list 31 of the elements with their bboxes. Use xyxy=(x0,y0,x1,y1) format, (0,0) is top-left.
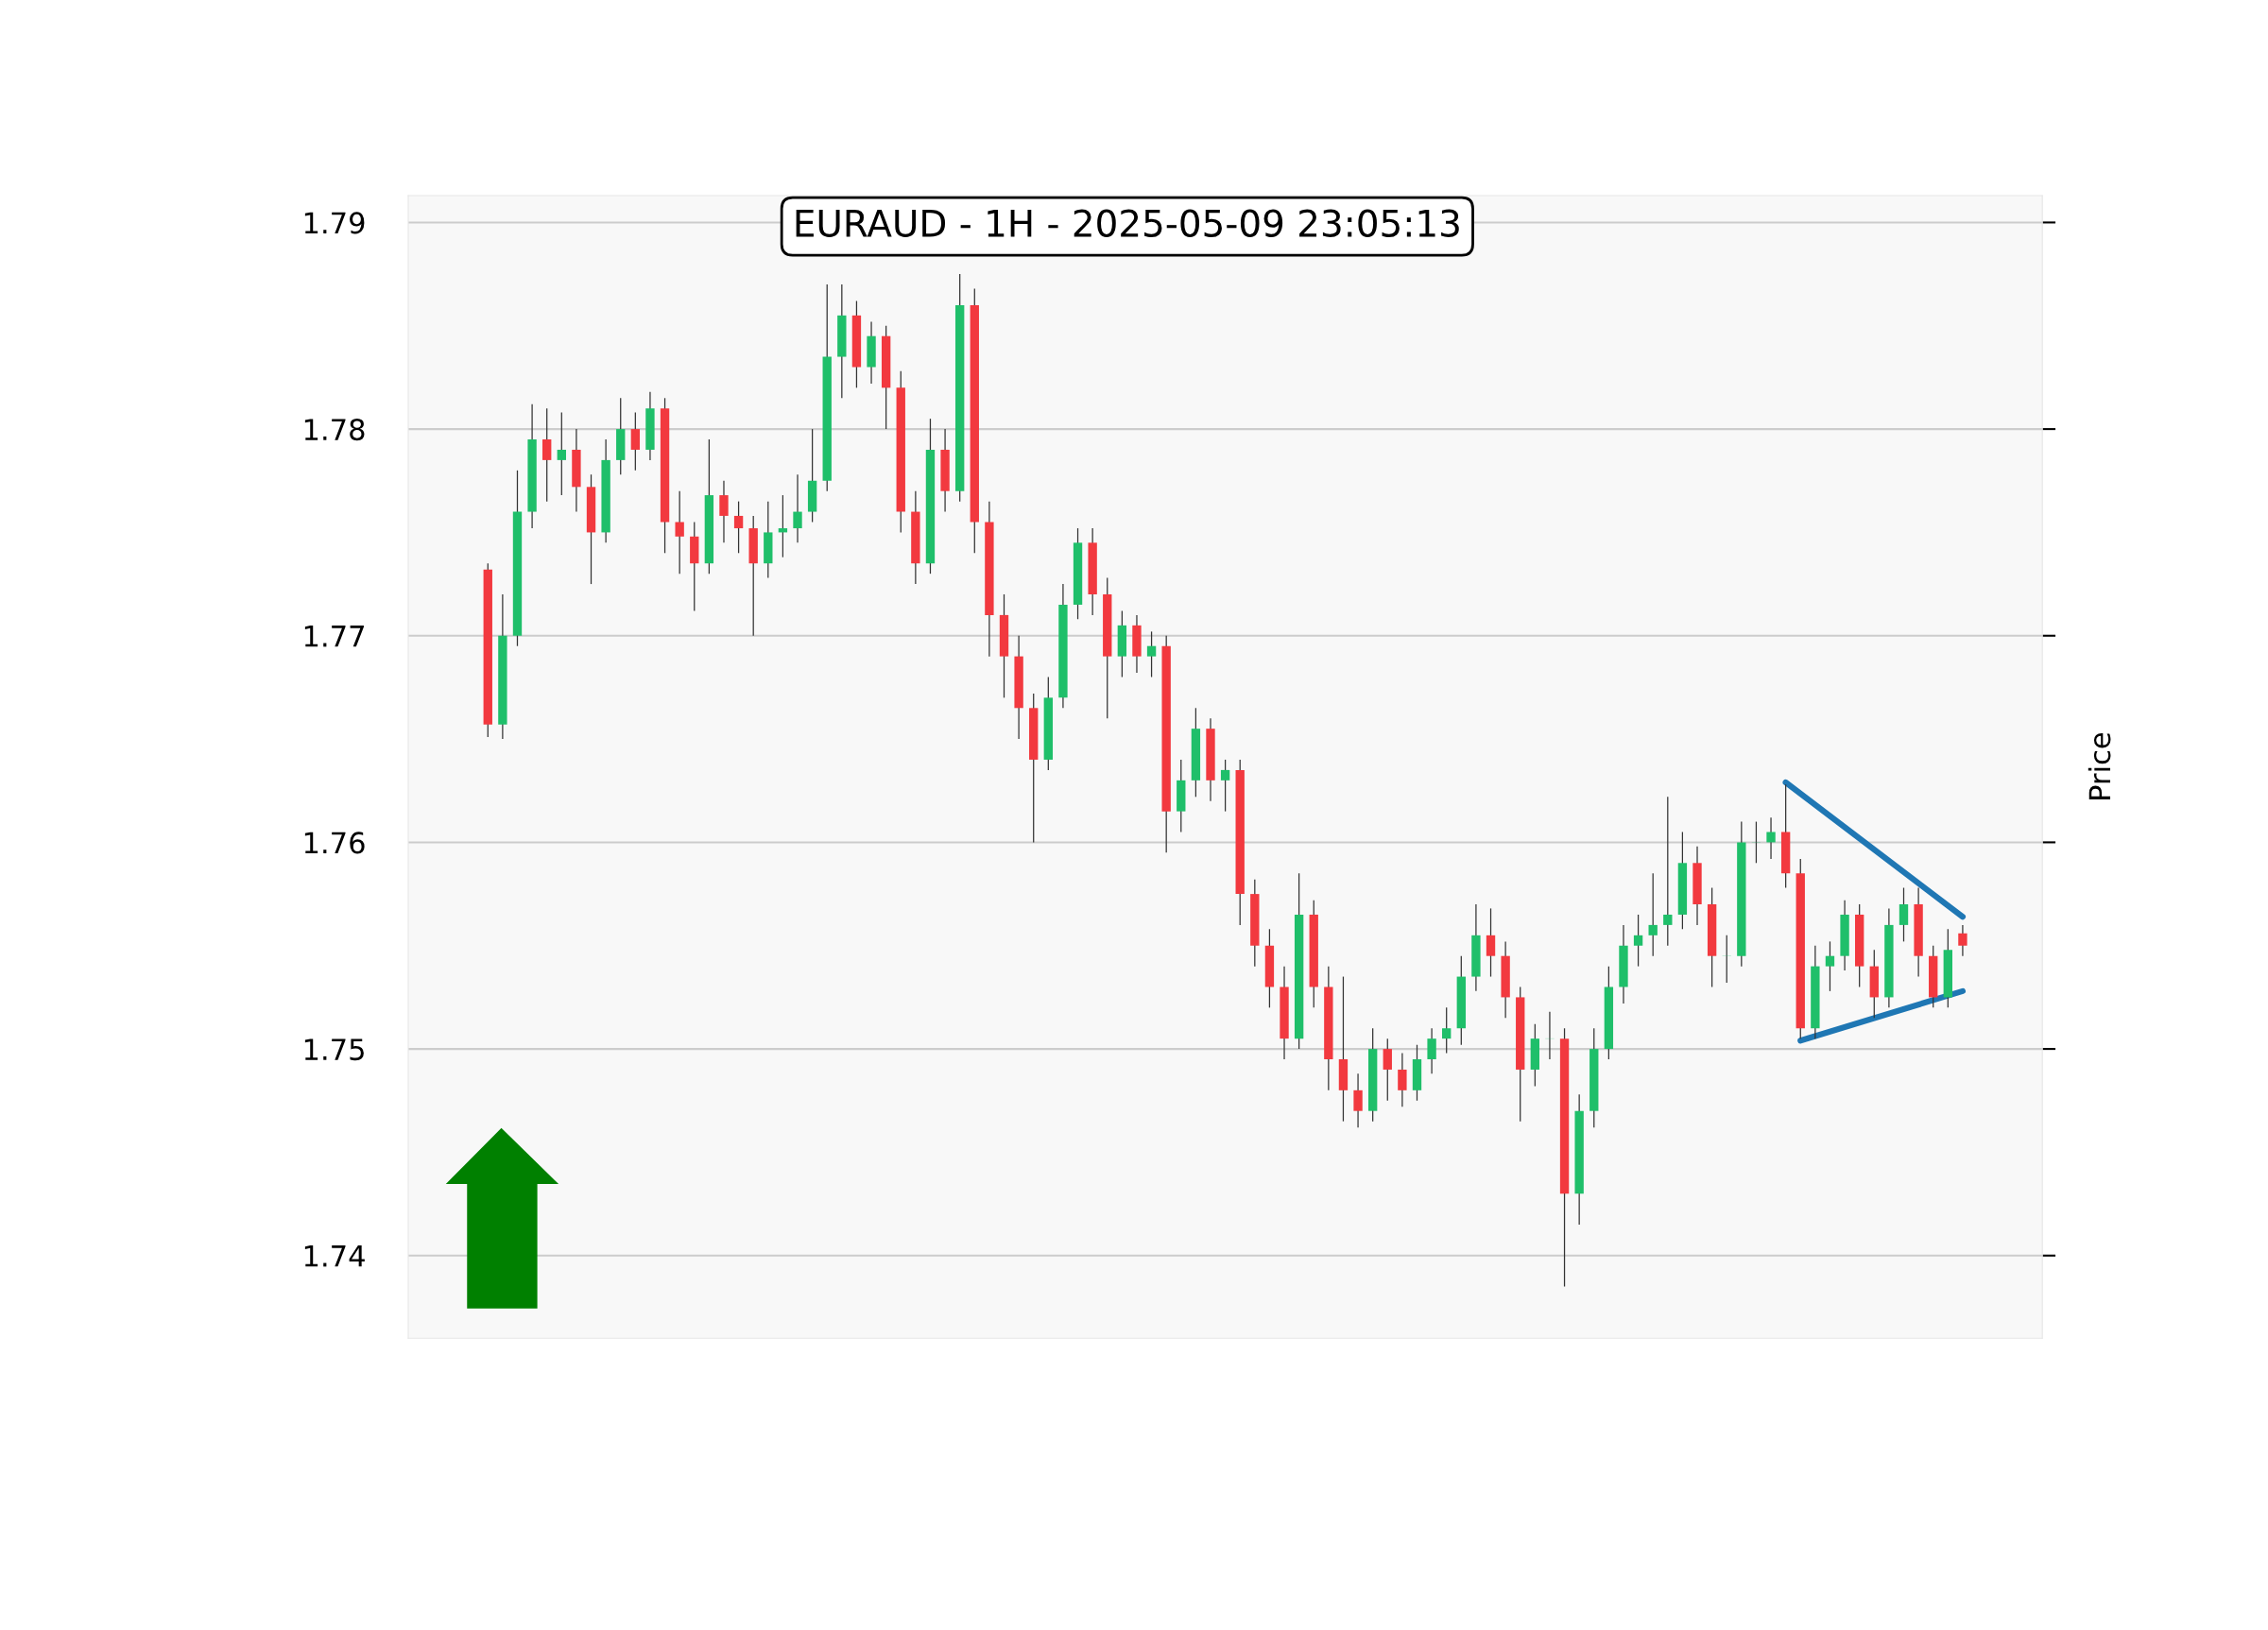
y-tick-label: 1.78 xyxy=(304,419,365,441)
candlestick xyxy=(1633,914,1643,968)
candlestick xyxy=(1383,1038,1392,1102)
candlestick xyxy=(542,407,552,503)
y-tick-label: 1.75 xyxy=(304,1038,364,1061)
candlestick xyxy=(1486,907,1496,978)
candlestick xyxy=(557,411,566,496)
candlestick xyxy=(1722,935,1731,984)
chart-title: EURAUD - 1H - 2025-05-09 23:05:13 xyxy=(796,209,1459,237)
candlestick xyxy=(1220,759,1230,813)
candlestick xyxy=(630,411,641,472)
candlestick xyxy=(1146,630,1157,678)
candlestick xyxy=(1663,796,1673,947)
candlestick xyxy=(1353,1072,1363,1128)
candlestick xyxy=(1648,872,1658,957)
candlestick xyxy=(793,473,802,543)
candlestick xyxy=(1899,886,1909,943)
y-axis-title: Price xyxy=(2088,732,2111,799)
candlestick xyxy=(719,480,729,543)
candlestick xyxy=(1766,816,1776,860)
y-tick-label: 1.74 xyxy=(304,1245,365,1267)
candlestick xyxy=(1442,1006,1452,1055)
candlestick xyxy=(1427,1027,1436,1074)
y-tick-label: 1.79 xyxy=(304,212,365,234)
candlestick xyxy=(1398,1052,1407,1107)
candlestick xyxy=(733,501,744,554)
y-tick-label: 1.77 xyxy=(304,626,364,647)
y-tick-label: 1.76 xyxy=(304,832,365,854)
candlestick xyxy=(1958,924,1967,957)
candlestick xyxy=(675,490,684,575)
candlestick xyxy=(1825,940,1835,992)
